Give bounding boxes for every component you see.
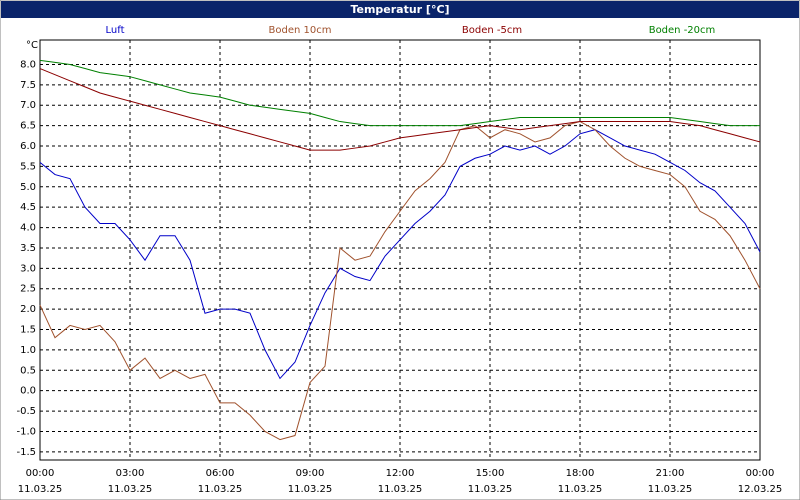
x-tick-label: 09:00: [296, 468, 325, 479]
series-line: [39, 68, 761, 151]
x-tick-label: 12:00: [386, 468, 415, 479]
y-axis-label: °C: [26, 40, 38, 51]
legend-entry: Boden -20cm: [649, 25, 716, 36]
y-tick-label: 5.0: [20, 182, 36, 193]
y-tick-label: 2.0: [20, 304, 36, 315]
y-tick-label: 0.0: [20, 386, 36, 397]
y-tick-label: 3.0: [20, 263, 36, 274]
title-bar: [1, 1, 799, 18]
y-tick-label: 4.0: [20, 223, 36, 234]
y-tick-label: 3.5: [20, 243, 36, 254]
y-tick-label: 4.5: [20, 202, 36, 213]
y-tick-label: -1.0: [16, 426, 36, 437]
y-tick-label: -0.5: [16, 406, 36, 417]
legend-entry: Boden 10cm: [269, 25, 332, 36]
x-tick-label: 03:00: [116, 468, 145, 479]
chart-title: Temperatur [°C]: [350, 3, 449, 16]
x-tick-label: 21:00: [656, 468, 685, 479]
y-tick-label: -1.5: [16, 447, 36, 458]
x-tick-date: 11.03.25: [468, 484, 513, 495]
legend-entry: Luft: [106, 25, 125, 36]
x-tick-label: 06:00: [206, 468, 235, 479]
y-tick-label: 7.5: [20, 80, 36, 91]
x-tick-label: 00:00: [746, 468, 775, 479]
x-tick-date: 12.03.25: [738, 484, 783, 495]
legend-entry: Boden -5cm: [462, 25, 522, 36]
x-tick-label: 15:00: [476, 468, 505, 479]
series-line: [39, 129, 761, 380]
y-tick-label: 1.5: [20, 325, 36, 336]
series-line: [39, 59, 760, 127]
y-tick-label: 6.0: [20, 141, 36, 152]
x-tick-date: 11.03.25: [198, 484, 243, 495]
x-tick-label: 18:00: [566, 468, 595, 479]
x-tick-date: 11.03.25: [108, 484, 153, 495]
x-tick-date: 11.03.25: [288, 484, 333, 495]
y-tick-label: 1.0: [20, 345, 36, 356]
x-tick-date: 11.03.25: [558, 484, 603, 495]
x-tick-label: 00:00: [26, 468, 55, 479]
y-tick-label: 6.5: [20, 121, 36, 132]
x-tick-date: 11.03.25: [378, 484, 423, 495]
series-line: [39, 121, 761, 441]
y-tick-label: 5.5: [20, 161, 36, 172]
y-tick-label: 0.5: [20, 365, 36, 376]
x-tick-date: 11.03.25: [18, 484, 63, 495]
x-tick-date: 11.03.25: [648, 484, 693, 495]
y-tick-label: 7.0: [20, 100, 36, 111]
y-tick-label: 8.0: [20, 59, 36, 70]
y-tick-label: 2.5: [20, 284, 36, 295]
